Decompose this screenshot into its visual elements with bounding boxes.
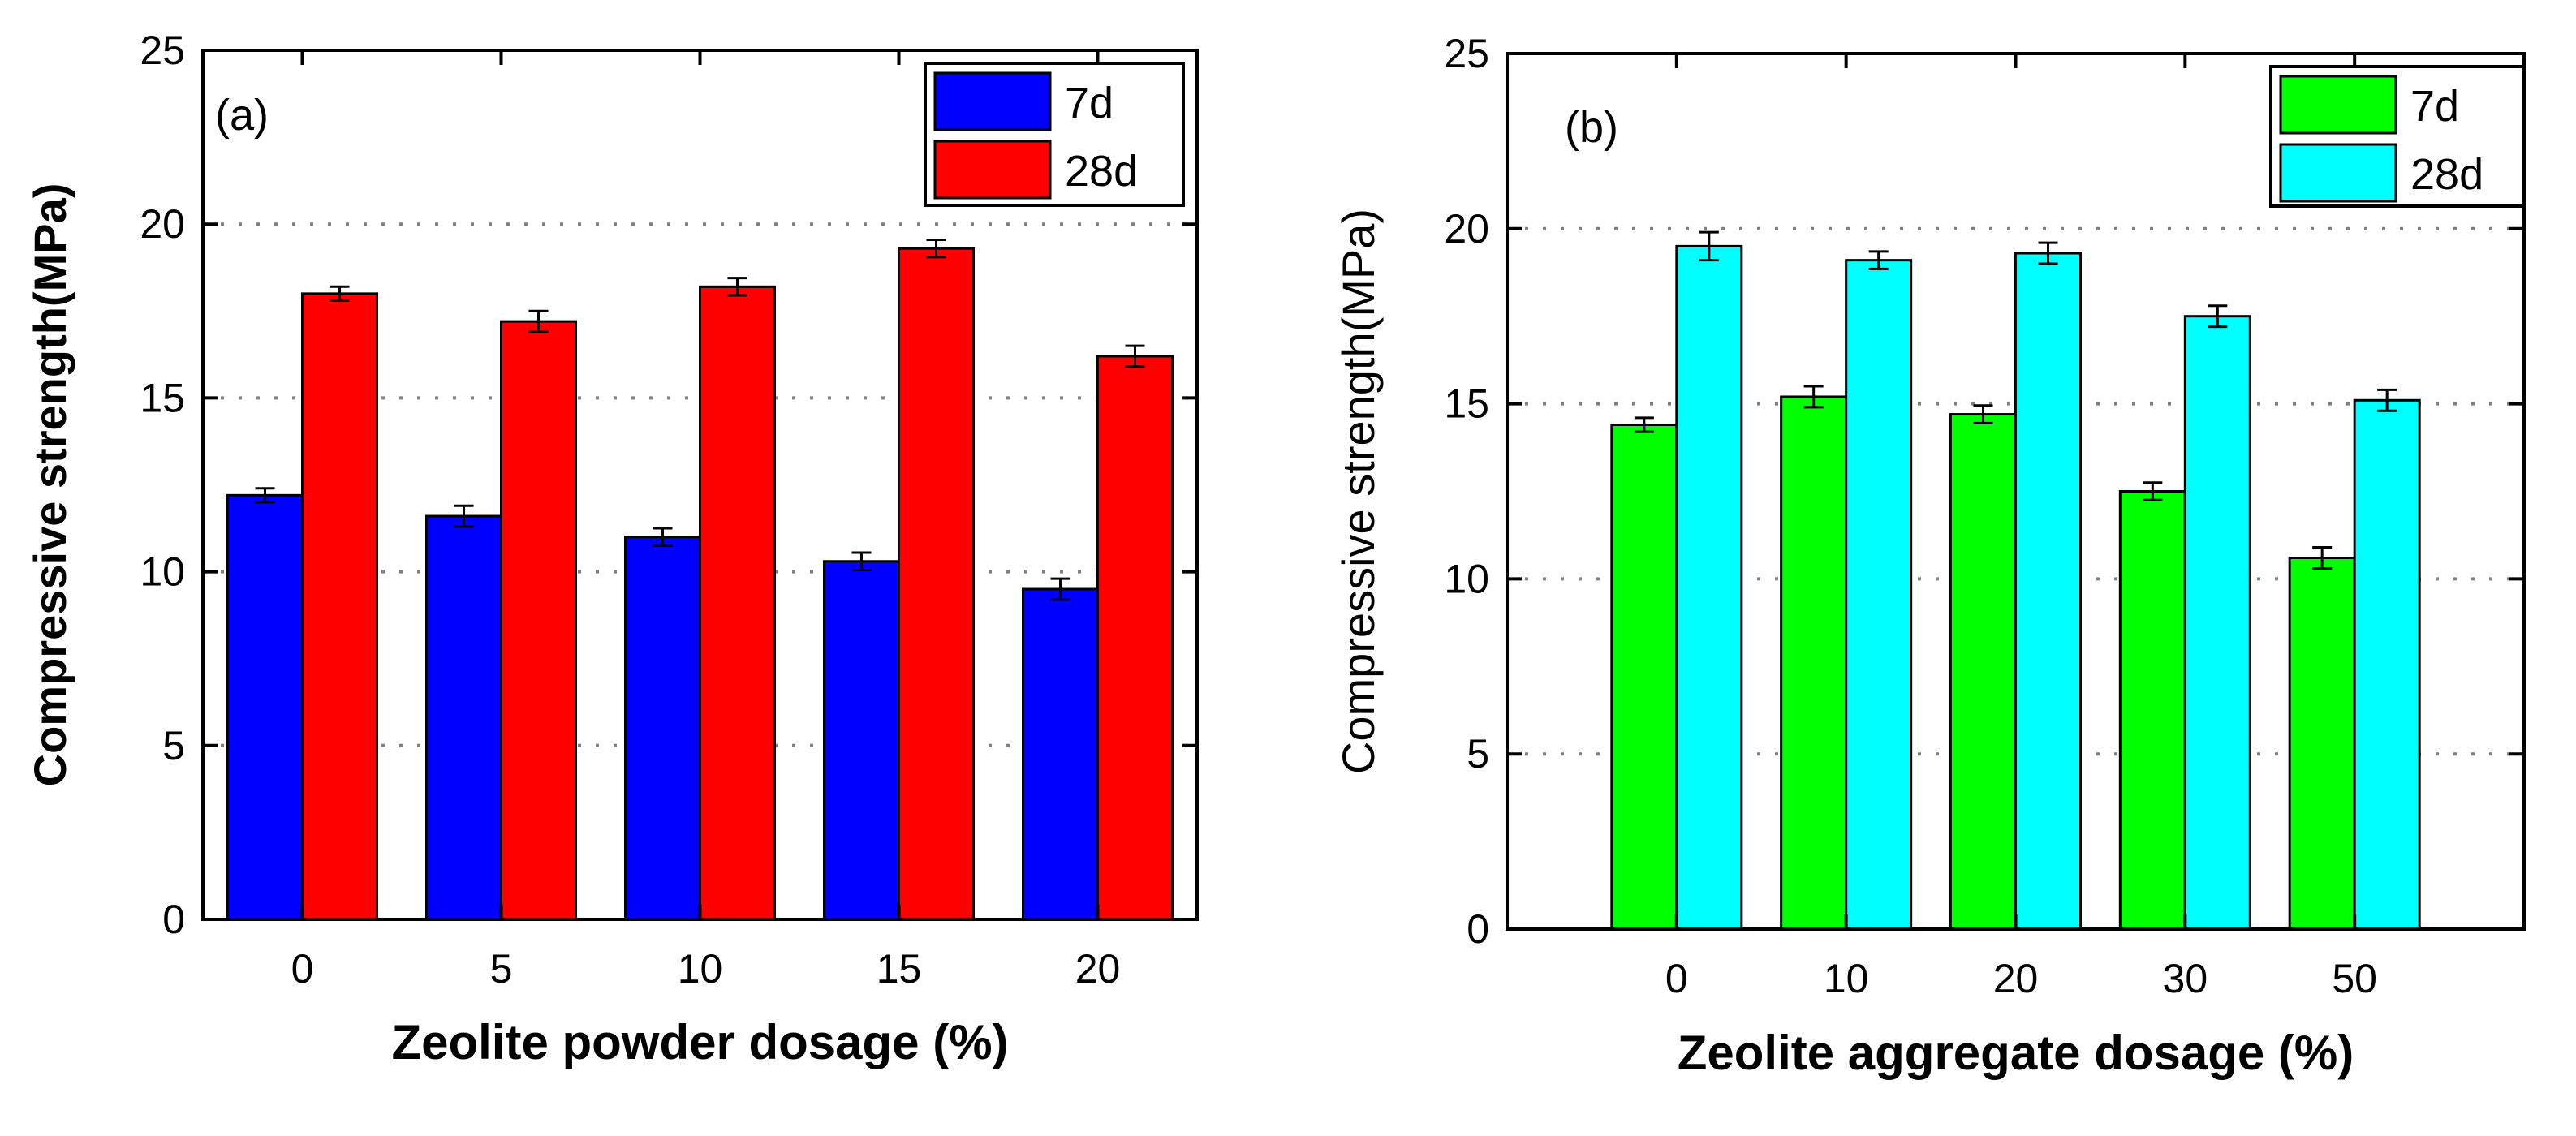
y-tick-label: 15 — [140, 375, 185, 420]
x-tick-label: 30 — [2163, 956, 2208, 1001]
error-bar-7d-0 — [1634, 416, 1654, 433]
y-tick-label: 20 — [1444, 206, 1489, 252]
x-tick-label: 0 — [1665, 956, 1688, 1001]
x-tick-label: 10 — [678, 946, 723, 992]
legend-swatch-28d — [933, 140, 1052, 200]
y-tick-label: 5 — [162, 723, 185, 768]
y-tick-label: 10 — [140, 549, 185, 595]
error-bar-28d-5 — [528, 309, 549, 333]
bar-7d-20 — [1022, 587, 1099, 921]
bar-28d-5 — [500, 320, 577, 921]
y-tick-label: 15 — [1444, 381, 1489, 427]
bar-7d-50 — [2288, 557, 2356, 931]
y-tick-label: 10 — [1444, 556, 1489, 601]
error-bar-7d-30 — [2143, 481, 2163, 501]
legend-swatch-7d — [2279, 75, 2397, 135]
bar-28d-20 — [2014, 252, 2082, 931]
bar-28d-0 — [1675, 244, 1743, 931]
bar-28d-10 — [699, 285, 776, 921]
error-bar-28d-10 — [1868, 250, 1889, 270]
error-bar-28d-50 — [2377, 388, 2397, 412]
x-tick-label: 20 — [1993, 956, 2039, 1001]
error-bar-28d-15 — [926, 238, 946, 259]
error-bar-28d-30 — [2208, 304, 2228, 329]
y-tick-label: 5 — [1467, 731, 1489, 777]
x-axis-label: Zeolite powder dosage (%) — [391, 1015, 1008, 1069]
error-bar-7d-5 — [454, 504, 474, 528]
y-axis-label-b: Compressive strength(MPa) — [1333, 209, 1384, 774]
bar-7d-0 — [1610, 423, 1678, 931]
x-tick-label: 20 — [1075, 946, 1121, 992]
bar-7d-5 — [425, 514, 502, 921]
bar-28d-20 — [1096, 355, 1174, 921]
bar-28d-15 — [898, 247, 975, 921]
bar-28d-10 — [1845, 259, 1913, 931]
y-tick-label: 0 — [1467, 906, 1489, 952]
x-tick-label: 10 — [1824, 956, 1869, 1001]
bar-28d-50 — [2353, 398, 2421, 931]
bar-7d-10 — [624, 536, 701, 921]
error-bar-28d-0 — [1699, 230, 1719, 262]
error-bar-28d-10 — [727, 277, 747, 297]
legend-label-28d: 28d — [1065, 147, 1138, 196]
error-bar-7d-10 — [653, 527, 673, 547]
y-tick-label: 25 — [1444, 31, 1489, 76]
x-tick-label: 5 — [490, 946, 513, 992]
legend-label-28d: 28d — [2410, 150, 2483, 199]
bar-7d-15 — [823, 560, 900, 921]
x-tick-label: 15 — [877, 946, 922, 992]
y-tick-label: 20 — [140, 201, 185, 247]
error-bar-28d-0 — [330, 285, 350, 302]
error-bar-7d-10 — [1803, 385, 1824, 409]
bar-7d-30 — [2118, 490, 2186, 931]
legend-swatch-28d — [2279, 143, 2397, 203]
legend-label-7d: 7d — [2410, 82, 2459, 131]
y-tick-label: 0 — [162, 897, 185, 942]
bar-7d-10 — [1780, 395, 1848, 931]
x-axis-label: Zeolite aggregate dosage (%) — [1678, 1026, 2354, 1080]
y-axis-label-a: Compressive strength(MPa) — [24, 183, 75, 787]
error-bar-7d-50 — [2312, 546, 2333, 570]
error-bar-28d-20 — [1125, 344, 1145, 368]
bar-28d-0 — [301, 292, 378, 921]
bar-28d-30 — [2183, 315, 2251, 931]
x-tick-label: 50 — [2332, 956, 2377, 1001]
error-bar-28d-20 — [2038, 241, 2058, 265]
x-tick-label: 0 — [291, 946, 314, 992]
legend-swatch-7d — [933, 71, 1052, 131]
error-bar-7d-20 — [1973, 404, 1993, 424]
legend-label-7d: 7d — [1065, 79, 1114, 127]
panel-label: (a) — [215, 91, 269, 140]
error-bar-7d-0 — [255, 487, 275, 504]
error-bar-7d-15 — [851, 551, 872, 571]
bar-7d-20 — [1949, 413, 2017, 931]
y-tick-label: 25 — [140, 28, 185, 73]
bar-7d-0 — [226, 493, 304, 921]
panel-label: (b) — [1565, 103, 1618, 152]
error-bar-7d-20 — [1050, 577, 1070, 601]
